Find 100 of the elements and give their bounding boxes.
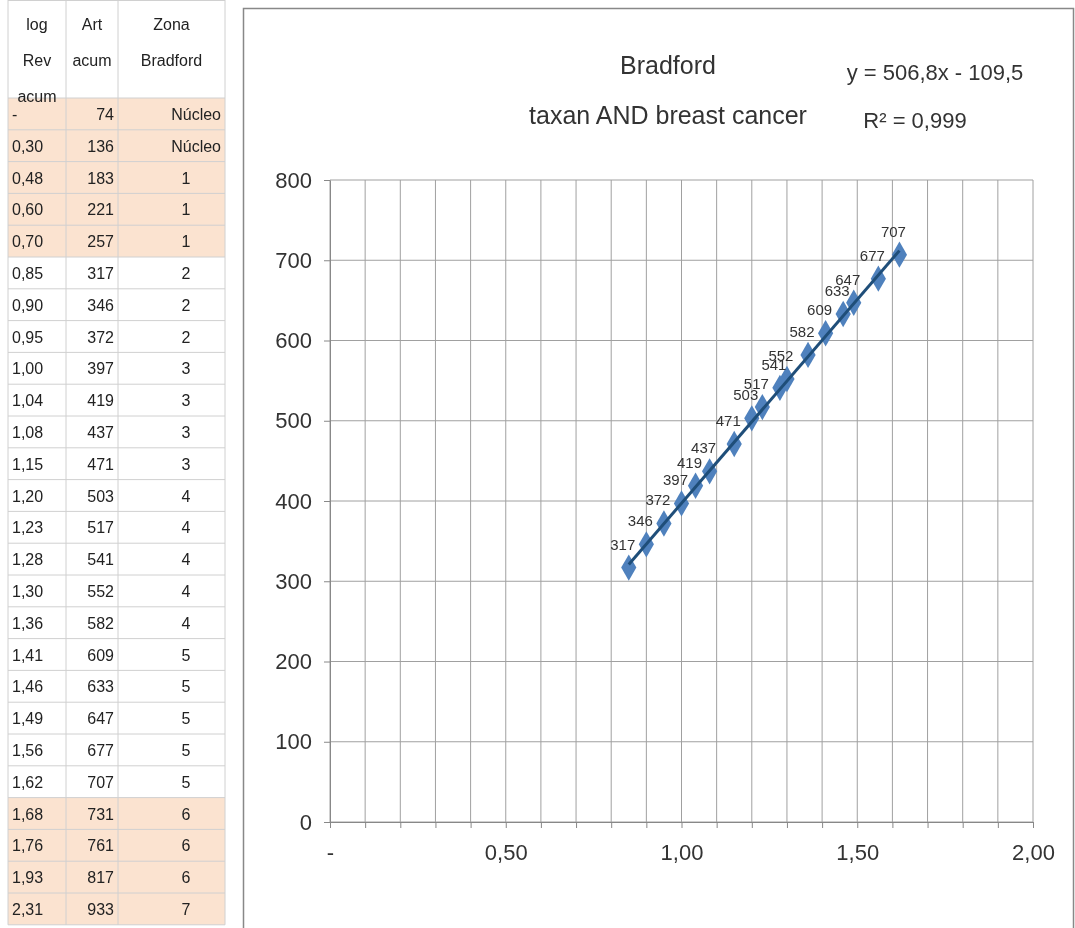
- text: 397: [87, 360, 114, 378]
- y-tick-label: 1,23: [12, 519, 44, 537]
- y-tick-label: -: [12, 105, 18, 123]
- y-tick-label: 0,95: [12, 328, 44, 346]
- y-tick-label: 1,41: [12, 646, 44, 664]
- text: 1: [181, 201, 191, 219]
- text: 5: [181, 678, 191, 696]
- text: 647: [87, 710, 114, 728]
- y-tick-label: 500: [275, 408, 312, 434]
- text: Núcleo: [171, 137, 221, 155]
- text: 677: [87, 741, 114, 759]
- y-tick-label: 1,36: [12, 614, 44, 632]
- chart-title: Bradford: [620, 51, 716, 79]
- text: 609: [87, 646, 114, 664]
- text: 761: [87, 837, 114, 855]
- text: 183: [87, 169, 114, 187]
- text: 6: [181, 869, 191, 887]
- data-label: 317: [610, 535, 636, 553]
- text: 471: [87, 455, 114, 473]
- text: 6: [181, 805, 191, 823]
- y-tick-label: 300: [275, 568, 312, 594]
- y-tick-label: 2,31: [12, 900, 44, 918]
- text: 419: [87, 392, 114, 410]
- y-tick-label: 1,00: [12, 360, 44, 378]
- y-tick-label: 0,70: [12, 233, 44, 251]
- y-tick-label: 1,15: [12, 455, 44, 473]
- chart-subtitle: taxan AND breast cancer: [529, 101, 807, 129]
- x-tick-label: 2,00: [1012, 839, 1055, 865]
- x-tick-label: -: [326, 839, 335, 865]
- data-label: 471: [715, 412, 741, 430]
- y-tick-label: 1,04: [12, 392, 44, 410]
- y-tick-label: 1,46: [12, 678, 44, 696]
- text: 2: [181, 328, 191, 346]
- text: 552: [87, 582, 114, 600]
- y-tick-label: 0,85: [12, 264, 44, 282]
- x-tick-label: 0,50: [484, 839, 528, 865]
- data-label: 582: [789, 322, 815, 340]
- y-tick-label: 700: [275, 247, 312, 273]
- y-tick-label: 1,62: [12, 773, 44, 791]
- x-tick-label: Art acum: [72, 16, 112, 69]
- text: 4: [181, 614, 191, 632]
- text: 582: [87, 614, 114, 632]
- y-tick-label: 1,76: [12, 837, 44, 855]
- text: 3: [181, 455, 191, 473]
- text: 2: [181, 296, 191, 314]
- x-tick-label: 1,00: [660, 839, 704, 865]
- text: 503: [87, 487, 114, 505]
- text: 1: [181, 169, 191, 187]
- text: Núcleo: [171, 105, 221, 123]
- y-tick-label: 1,93: [12, 869, 44, 887]
- text: 4: [181, 551, 191, 569]
- y-tick-label: 1,30: [12, 582, 44, 600]
- y-tick-label: 0,48: [12, 169, 44, 187]
- text: 5: [181, 773, 191, 791]
- y-tick-label: 1,49: [12, 710, 44, 728]
- text: 4: [181, 582, 191, 600]
- text: 5: [181, 741, 191, 759]
- data-label: 707: [880, 222, 906, 240]
- y-tick-label: 0,90: [12, 296, 44, 314]
- y-tick-label: 200: [275, 649, 312, 675]
- text: 257: [87, 233, 114, 251]
- y-tick-label: 1,56: [12, 741, 44, 759]
- text: 221: [87, 201, 114, 219]
- text: 731: [87, 805, 114, 823]
- y-axis-title: log Rev acum: [17, 16, 57, 105]
- text: 74: [96, 105, 114, 123]
- y-tick-label: 1,28: [12, 551, 44, 569]
- text: 3: [181, 392, 191, 410]
- text: 5: [181, 710, 191, 728]
- data-label: 346: [627, 512, 653, 530]
- y-tick-label: 800: [275, 167, 312, 193]
- text: 5: [181, 646, 191, 664]
- y-tick-label: 100: [275, 729, 312, 755]
- text: y = 506,8x - 109,5: [846, 60, 1024, 85]
- y-tick-label: 1,68: [12, 805, 44, 823]
- text: 933: [87, 900, 114, 918]
- text: 2: [181, 264, 191, 282]
- text: 4: [181, 487, 191, 505]
- y-tick-label: 600: [275, 328, 312, 354]
- y-tick-label: 0: [299, 809, 312, 835]
- x-tick-label: 1,50: [836, 839, 880, 865]
- y-tick-label: 0,60: [12, 201, 44, 219]
- text: 707: [87, 773, 114, 791]
- text: 633: [87, 678, 114, 696]
- text: 1: [181, 233, 191, 251]
- text: 517: [87, 519, 114, 537]
- y-tick-label: 1,08: [12, 423, 44, 441]
- text: 4: [181, 519, 191, 537]
- text: 346: [87, 296, 114, 314]
- text: R² = 0,999: [863, 108, 967, 133]
- y-tick-label: 400: [275, 488, 312, 514]
- text: 817: [87, 869, 114, 887]
- text: 317: [87, 264, 114, 282]
- text: 3: [181, 423, 191, 441]
- data-label: 677: [859, 246, 885, 264]
- text: 372: [87, 328, 114, 346]
- text: 7: [181, 900, 191, 918]
- data-label: 372: [645, 491, 671, 509]
- y-tick-label: 0,30: [12, 137, 44, 155]
- text: 6: [181, 837, 191, 855]
